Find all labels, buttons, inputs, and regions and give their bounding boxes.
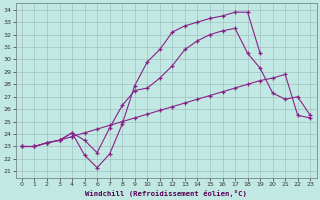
X-axis label: Windchill (Refroidissement éolien,°C): Windchill (Refroidissement éolien,°C) <box>85 190 247 197</box>
